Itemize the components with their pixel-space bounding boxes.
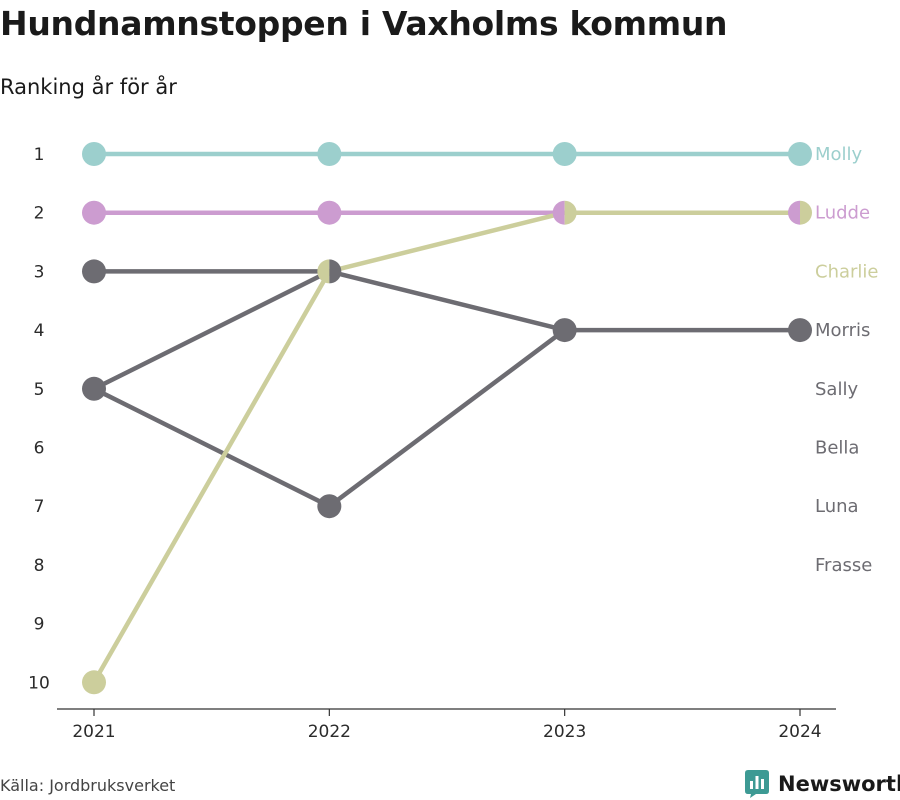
end-label-morris: Morris [815,320,870,341]
series-points [82,142,813,695]
data-point [82,142,106,166]
end-labels: Molly Ludde Charlie Morris Sally Bella Luna Fra… [815,144,878,576]
data-point [788,142,812,166]
end-label-frasse: Frasse [815,555,872,576]
data-point [552,142,577,166]
end-label-molly: Molly [815,144,863,165]
newsworthy-logo-icon [745,770,769,798]
y-tick-label: 1 [34,145,45,165]
data-point [788,318,812,343]
y-tick-label: 7 [34,497,45,517]
data-point [317,494,342,519]
data-point [82,376,106,401]
data-point [82,259,106,284]
data-point [552,318,577,343]
series-line-sally [91,269,332,392]
brand-logo[interactable]: Newsworthy [745,768,900,800]
data-point-left-half [788,200,800,225]
end-label-bella: Bella [815,438,859,459]
series-line-bella [91,327,567,509]
end-label-sally: Sally [815,379,858,400]
brand-name: Newsworthy [778,772,900,796]
series-line-morris [91,269,803,333]
y-tick-label: 4 [34,321,45,341]
y-tick-label: 5 [34,380,45,400]
data-point [82,200,106,225]
y-tick-label: 9 [34,615,45,635]
data-point-right-half [329,259,342,284]
y-tick-label: 2 [34,204,45,224]
data-point-left-half [552,200,565,225]
y-tick-label: 8 [34,556,45,576]
data-point-left-half [317,259,330,284]
y-tick-label: 3 [34,262,45,282]
end-label-ludde: Ludde [815,203,870,224]
data-point-right-half [800,200,813,225]
chart-title: Hundnamnstoppen i Vaxholms kommun [0,4,728,43]
data-point [82,670,106,695]
data-point [317,142,342,166]
x-tick-label: 2021 [72,722,115,742]
y-tick-label: 10 [28,673,50,693]
end-label-charlie: Charlie [815,261,878,282]
x-tick-label: 2023 [543,722,586,742]
series-line-charlie [91,210,803,685]
chart-subtitle: Ranking år för år [0,75,177,99]
data-point [317,200,342,225]
y-tick-label: 6 [34,439,45,459]
y-axis: 1 2 3 4 5 6 7 8 9 10 [28,145,50,693]
x-tick-label: 2022 [308,722,351,742]
x-tick-label: 2024 [778,722,821,742]
end-label-luna: Luna [815,496,859,517]
source-note: Källa: Jordbruksverket [0,776,176,795]
series-lines [91,151,803,685]
x-axis: 2021 2022 2023 2024 [57,708,836,742]
data-point-right-half [564,200,577,225]
